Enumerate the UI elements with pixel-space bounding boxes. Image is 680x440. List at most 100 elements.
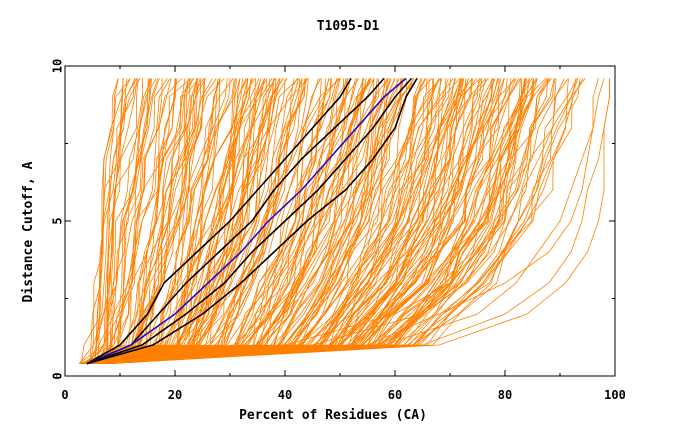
model-curve: [109, 78, 481, 364]
model-curve: [109, 78, 584, 364]
model-curve: [97, 78, 149, 364]
highlight-curve-black: [86, 77, 385, 365]
model-curve: [79, 78, 150, 364]
model-curve: [104, 78, 248, 364]
model-curve: [92, 78, 378, 364]
model-curve: [82, 78, 426, 364]
model-curve: [88, 78, 403, 364]
highlight-curve-black: [86, 77, 418, 365]
model-curve: [96, 78, 494, 364]
model-curve: [85, 78, 309, 364]
chart-title: T1095-D1: [317, 19, 380, 34]
model-curve: [104, 78, 442, 364]
model-curve: [103, 78, 205, 364]
model-curve: [93, 78, 494, 364]
model-curve: [111, 78, 549, 364]
model-curve: [88, 78, 307, 364]
model-curve: [79, 78, 308, 364]
model-curve: [103, 78, 348, 364]
model-curve: [87, 78, 502, 364]
model-curve: [89, 78, 248, 364]
model-curve: [101, 78, 398, 364]
model-curve: [93, 78, 527, 364]
model-curve: [85, 78, 473, 364]
model-curve: [88, 78, 221, 364]
model-curve: [81, 78, 423, 364]
model-curve: [88, 78, 365, 364]
model-curve: [109, 78, 303, 364]
model-curve: [89, 78, 489, 364]
model-curve: [87, 78, 236, 364]
y-axis-label: Distance Cutoff, A: [21, 161, 36, 302]
model-curve: [108, 78, 253, 364]
model-curve: [82, 78, 487, 364]
model-curve: [107, 78, 237, 364]
model-curve: [84, 78, 235, 364]
model-curve: [91, 78, 517, 364]
model-curve: [105, 78, 219, 364]
outlier-curve: [86, 78, 522, 364]
model-curve: [83, 78, 281, 364]
model-curve: [99, 78, 176, 364]
model-curve: [90, 78, 322, 364]
model-curve: [100, 78, 395, 364]
model-curve: [101, 78, 505, 364]
model-curve: [98, 78, 213, 364]
model-curve: [100, 78, 221, 364]
model-curve: [101, 78, 284, 364]
model-curve: [108, 78, 407, 364]
model-curve: [82, 78, 547, 364]
model-curve: [90, 78, 419, 364]
x-tick-label: 40: [278, 388, 292, 402]
model-curve: [108, 78, 163, 364]
model-curve: [84, 78, 556, 364]
model-curve: [93, 78, 286, 364]
model-curve: [94, 78, 579, 364]
model-curve: [84, 78, 470, 364]
model-curve: [103, 78, 428, 364]
x-tick-label: 100: [604, 388, 626, 402]
model-curve: [97, 78, 172, 364]
model-curve: [105, 78, 521, 364]
model-curve: [78, 78, 153, 364]
model-curve: [99, 78, 553, 364]
model-curve: [95, 78, 385, 364]
model-curve: [107, 78, 199, 364]
model-curve: [96, 78, 447, 364]
model-curve: [88, 78, 473, 364]
model-curve: [81, 78, 252, 364]
highlight-curves: [86, 77, 418, 365]
model-curve: [106, 78, 414, 364]
model-curve: [95, 78, 119, 364]
model-curve: [81, 78, 338, 364]
model-curve: [110, 78, 168, 364]
model-curve: [85, 78, 262, 364]
outlier-curve: [92, 78, 599, 364]
model-curve: [93, 78, 198, 364]
x-axis-label: Percent of Residues (CA): [239, 408, 427, 423]
model-curve: [105, 78, 138, 364]
model-curve: [87, 78, 256, 364]
x-tick-label: 0: [61, 388, 68, 402]
model-curve: [85, 78, 493, 364]
model-curve: [81, 78, 347, 364]
model-curve: [104, 78, 389, 364]
axis-ticks: 0 20 40 60 80 100 0 5 10: [51, 59, 626, 402]
model-curve: [84, 78, 275, 364]
y-tick-label: 5: [51, 217, 65, 224]
model-curve: [100, 78, 319, 364]
model-curve: [102, 78, 374, 364]
model-curve: [108, 78, 569, 364]
model-curve: [81, 78, 186, 364]
model-curve: [88, 78, 152, 364]
outlier-curve: [108, 78, 610, 364]
model-curve: [84, 78, 586, 364]
model-curve: [109, 78, 375, 364]
model-curve: [110, 78, 321, 364]
model-curve: [87, 78, 228, 364]
x-tick-label: 20: [168, 388, 182, 402]
model-curve: [86, 78, 522, 364]
model-curve: [110, 78, 221, 364]
model-curve: [98, 78, 451, 364]
